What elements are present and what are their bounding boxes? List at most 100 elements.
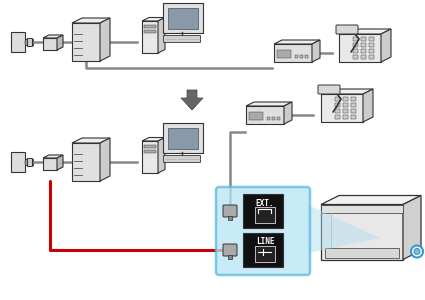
FancyBboxPatch shape: [223, 244, 237, 256]
Bar: [144, 145, 156, 148]
Circle shape: [414, 248, 420, 254]
FancyBboxPatch shape: [11, 152, 25, 172]
Polygon shape: [142, 21, 158, 53]
Bar: [343, 97, 348, 101]
Polygon shape: [381, 29, 391, 62]
Bar: [351, 115, 356, 119]
Text: LINE: LINE: [256, 238, 274, 247]
Bar: [351, 97, 356, 101]
Polygon shape: [57, 35, 63, 50]
Bar: [144, 30, 156, 33]
Polygon shape: [321, 196, 421, 205]
FancyArrow shape: [181, 90, 203, 110]
Bar: [361, 37, 366, 41]
FancyBboxPatch shape: [255, 246, 275, 262]
Bar: [353, 55, 358, 59]
Polygon shape: [284, 102, 292, 124]
Bar: [27, 158, 32, 166]
Polygon shape: [43, 35, 63, 38]
Polygon shape: [321, 94, 363, 122]
Bar: [353, 43, 358, 47]
Bar: [295, 55, 298, 58]
Bar: [168, 128, 198, 149]
Bar: [25, 39, 33, 45]
Bar: [144, 25, 156, 28]
Text: EXT.: EXT.: [256, 199, 274, 208]
Polygon shape: [274, 40, 320, 44]
Bar: [361, 43, 366, 47]
Polygon shape: [100, 138, 110, 181]
Bar: [351, 103, 356, 107]
Polygon shape: [312, 40, 320, 62]
Bar: [335, 97, 340, 101]
Bar: [351, 109, 356, 113]
Bar: [277, 50, 291, 58]
Polygon shape: [246, 106, 284, 124]
Bar: [321, 205, 403, 212]
Polygon shape: [339, 29, 391, 34]
Bar: [353, 49, 358, 53]
Polygon shape: [72, 18, 110, 23]
Bar: [343, 115, 348, 119]
Bar: [369, 55, 374, 59]
Polygon shape: [142, 17, 165, 21]
Polygon shape: [43, 158, 57, 170]
FancyBboxPatch shape: [318, 85, 340, 94]
FancyBboxPatch shape: [216, 187, 310, 275]
Polygon shape: [57, 155, 63, 170]
Polygon shape: [308, 205, 380, 253]
Polygon shape: [274, 44, 312, 62]
FancyBboxPatch shape: [255, 207, 275, 223]
Bar: [369, 43, 374, 47]
Bar: [361, 55, 366, 59]
Bar: [325, 248, 399, 257]
Bar: [300, 55, 303, 58]
FancyBboxPatch shape: [223, 205, 237, 217]
FancyBboxPatch shape: [163, 123, 203, 153]
Polygon shape: [158, 17, 165, 53]
Bar: [277, 117, 280, 120]
Bar: [144, 150, 156, 153]
Bar: [335, 115, 340, 119]
Polygon shape: [158, 137, 165, 173]
Circle shape: [411, 245, 423, 257]
Polygon shape: [339, 34, 381, 62]
Bar: [27, 38, 32, 46]
Polygon shape: [72, 23, 100, 61]
Bar: [249, 112, 263, 120]
Bar: [228, 255, 232, 259]
Polygon shape: [72, 143, 100, 181]
FancyBboxPatch shape: [243, 194, 283, 228]
Bar: [343, 109, 348, 113]
Bar: [305, 55, 308, 58]
FancyBboxPatch shape: [243, 233, 283, 267]
FancyBboxPatch shape: [336, 25, 358, 34]
Polygon shape: [246, 102, 292, 106]
Polygon shape: [72, 138, 110, 143]
Bar: [343, 103, 348, 107]
Bar: [369, 49, 374, 53]
Bar: [361, 49, 366, 53]
Polygon shape: [321, 205, 403, 260]
FancyBboxPatch shape: [163, 3, 203, 33]
FancyBboxPatch shape: [164, 35, 201, 43]
Polygon shape: [142, 141, 158, 173]
Bar: [353, 37, 358, 41]
Bar: [335, 109, 340, 113]
FancyBboxPatch shape: [11, 32, 25, 52]
FancyBboxPatch shape: [164, 155, 201, 163]
Bar: [267, 117, 270, 120]
Polygon shape: [363, 89, 373, 122]
Bar: [228, 216, 232, 220]
Polygon shape: [403, 196, 421, 260]
Polygon shape: [100, 18, 110, 61]
Bar: [369, 37, 374, 41]
Bar: [335, 103, 340, 107]
Bar: [168, 8, 198, 29]
Bar: [25, 159, 33, 165]
Polygon shape: [43, 38, 57, 50]
Bar: [272, 117, 275, 120]
Polygon shape: [321, 89, 373, 94]
Polygon shape: [43, 155, 63, 158]
Polygon shape: [142, 137, 165, 141]
